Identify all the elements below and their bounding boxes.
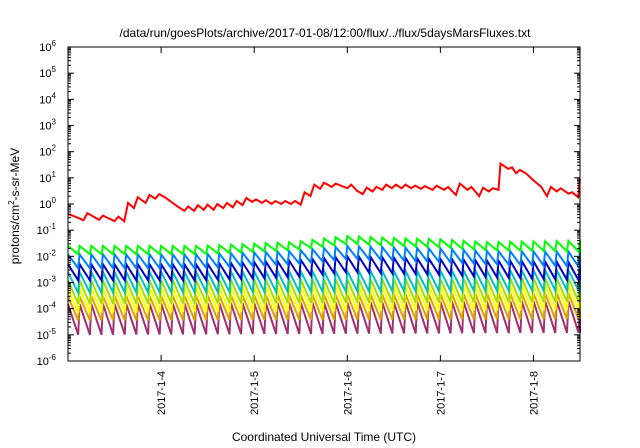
y-axis-label-sup: 2: [7, 200, 16, 205]
y-tick-label: 10-2: [37, 248, 57, 263]
y-tick-base: 10: [37, 278, 49, 290]
x-axis-label: Coordinated Universal Time (UTC): [232, 430, 416, 444]
y-tick-base: 10: [39, 173, 51, 185]
y-tick-base: 10: [37, 356, 49, 368]
y-tick-exp: -3: [49, 275, 57, 284]
y-tick-exp: -2: [49, 248, 57, 257]
y-tick-base: 10: [37, 330, 49, 342]
axes-layer: 10-610-510-410-310-210-11001011021031041…: [37, 39, 581, 415]
series-line-5: [67, 266, 581, 297]
y-tick-base: 10: [39, 94, 51, 106]
y-tick-exp: -1: [49, 222, 57, 231]
y-tick-exp: 6: [52, 39, 57, 48]
y-tick-base: 10: [37, 225, 49, 237]
y-tick-label: 103: [39, 118, 56, 133]
y-tick-exp: 0: [52, 196, 57, 205]
y-tick-exp: 4: [52, 91, 57, 100]
y-tick-exp: -5: [49, 327, 57, 336]
y-tick-exp: 1: [52, 170, 57, 179]
x-tick-label: 2017-1-4: [156, 371, 168, 415]
series-line-8: [67, 292, 581, 321]
y-tick-label: 101: [39, 170, 56, 185]
series-line-4: [67, 253, 581, 284]
y-tick-exp: 3: [52, 118, 57, 127]
chart-title: /data/run/goesPlots/archive/2017-01-08/1…: [120, 26, 532, 40]
y-axis-label-base: protons/cm: [8, 205, 22, 264]
x-tick-label: 2017-1-6: [342, 371, 354, 415]
x-tick-label: 2017-1-5: [249, 371, 261, 415]
y-tick-label: 10-5: [37, 327, 57, 342]
y-tick-base: 10: [37, 251, 49, 263]
series-line-2: [67, 234, 581, 257]
y-tick-base: 10: [39, 199, 51, 211]
y-tick-label: 100: [39, 196, 56, 211]
y-tick-base: 10: [39, 121, 51, 133]
y-tick-label: 105: [39, 65, 56, 80]
y-tick-base: 10: [37, 304, 49, 316]
y-tick-label: 106: [39, 39, 56, 54]
y-tick-label: 10-4: [37, 301, 57, 316]
y-tick-base: 10: [39, 68, 51, 80]
y-tick-base: 10: [39, 42, 51, 54]
y-tick-label: 102: [39, 144, 56, 159]
series-line-9: [67, 300, 581, 336]
series-line-6: [67, 277, 581, 305]
x-tick-label: 2017-1-7: [435, 371, 447, 415]
series-line-3: [67, 243, 581, 272]
y-tick-exp: -6: [49, 353, 57, 362]
series-line-7: [67, 284, 581, 314]
y-tick-base: 10: [39, 147, 51, 159]
y-axis-label-rest: -s-sr-MeV: [8, 148, 22, 201]
x-tick-label: 2017-1-8: [528, 371, 540, 415]
series-layer: [67, 161, 581, 336]
y-tick-label: 10-3: [37, 275, 57, 290]
y-tick-label: 10-6: [37, 353, 57, 368]
y-tick-exp: 5: [52, 65, 57, 74]
y-tick-exp: 2: [52, 144, 57, 153]
y-tick-label: 104: [39, 91, 56, 106]
y-tick-label: 10-1: [37, 222, 57, 237]
series-line-1: [67, 161, 581, 223]
y-tick-exp: -4: [49, 301, 57, 310]
y-axis-label: protons/cm2-s-sr-MeV: [7, 148, 22, 264]
